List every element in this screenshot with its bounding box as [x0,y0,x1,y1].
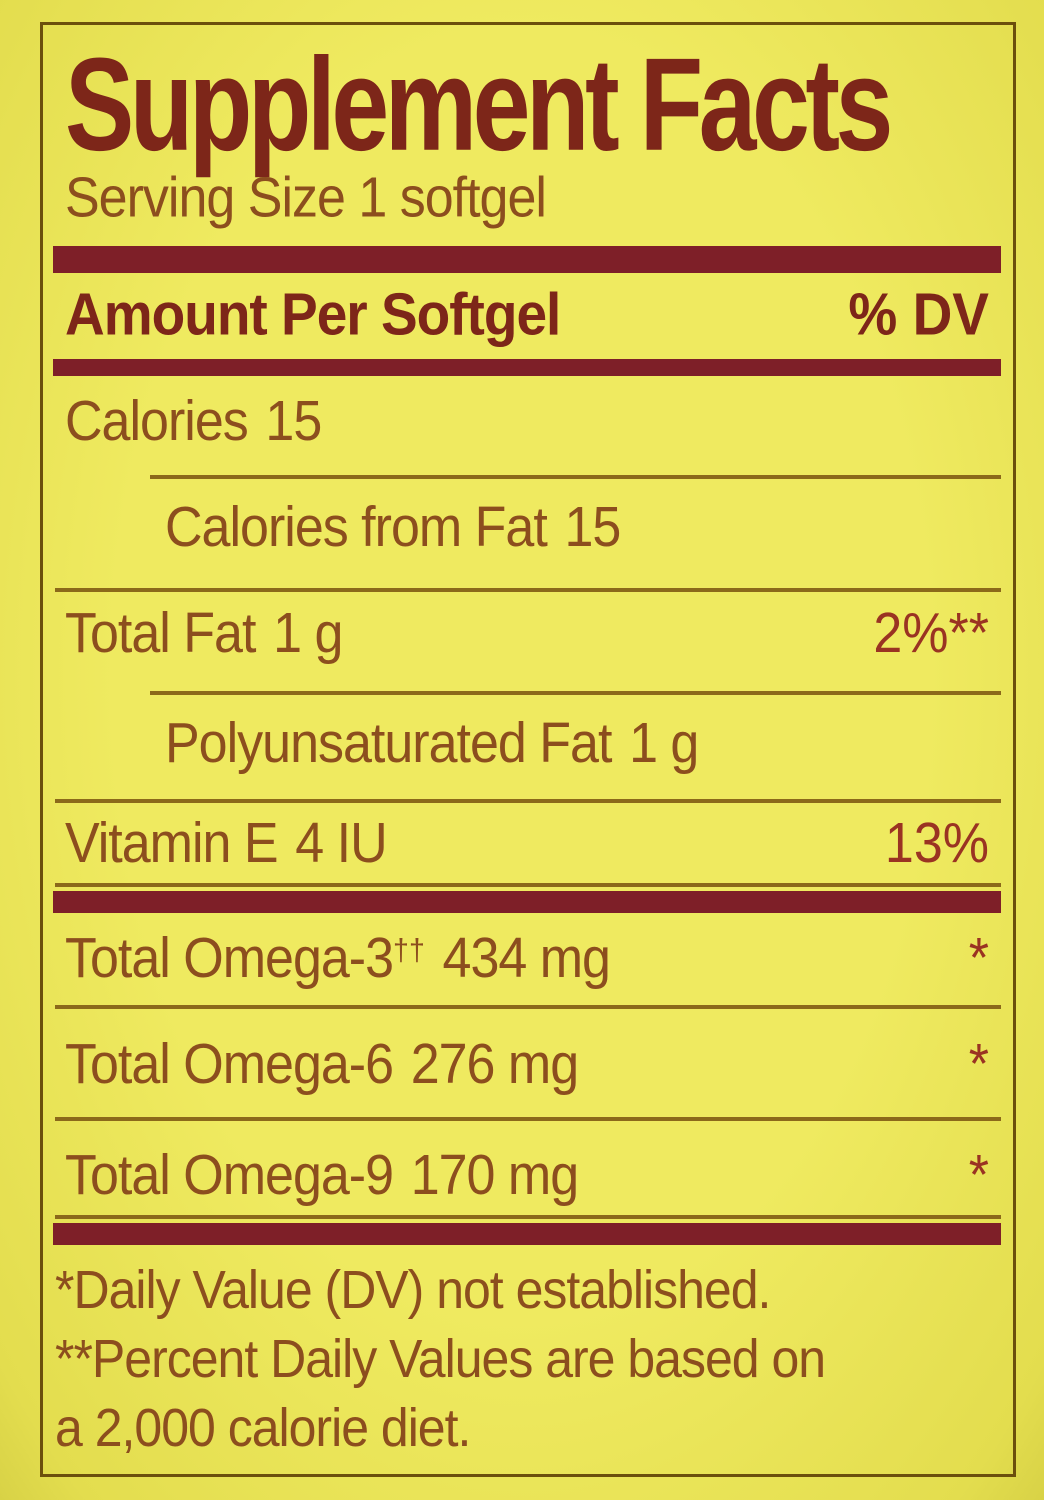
row-dv: 2%** [873,602,989,665]
row-text: Calories 15 [65,390,322,453]
footnotes: *Daily Value (DV) not established. **Per… [43,1255,1013,1462]
separator-indented [150,475,1001,479]
panel-title-text: Supplement Facts [65,31,893,179]
row-text: Polyunsaturated Fat 1 g [165,712,699,775]
footnote-percent-dv-line2: a 2,000 calorie diet. [55,1397,471,1459]
row-dv: 13% [884,812,989,875]
thick-bar-bottom [53,1223,1001,1245]
separator-full [55,1117,1001,1121]
column-header-amount: Amount Per Softgel [65,280,561,348]
nutrient-row-calories: Calories 15 [43,391,1013,460]
nutrient-row-omega-9: Total Omega-9 170 mg * [43,1145,1013,1214]
row-text: Calories from Fat 15 [165,496,621,559]
footnote-percent-dv-line1: **Percent Daily Values are based on [55,1328,826,1389]
separator-full [55,588,1001,592]
row-dv: * [968,927,989,990]
separator-full [55,883,1001,887]
separator-full [55,1215,1001,1219]
nutrient-row-polyunsaturated-fat: Polyunsaturated Fat 1 g [43,713,1013,782]
row-text: Total Fat 1 g [65,602,343,665]
header-bar [53,359,1001,376]
thick-bar-middle [53,891,1001,913]
footnote-dv-not-established: *Daily Value (DV) not established. [55,1259,771,1320]
supplement-facts-panel: Supplement Facts Serving Size 1 softgel … [40,22,1016,1477]
column-header-dv: % DV [848,280,989,348]
separator-full [55,1005,1001,1009]
separator-indented [150,691,1001,695]
thick-bar-top [53,246,1001,273]
nutrient-row-omega-6: Total Omega-6 276 mg * [43,1034,1013,1103]
column-header: Amount Per Softgel % DV [43,284,1013,344]
separator-full [55,799,1001,803]
row-dv: * [968,1144,989,1207]
nutrient-row-calories-from-fat: Calories from Fat 15 [43,497,1013,566]
row-text: Total Omega-3†† 434 mg [65,927,611,990]
panel-title: Supplement Facts [65,31,1001,179]
row-text: Total Omega-6 276 mg [65,1033,579,1096]
row-dv: * [968,1033,989,1096]
nutrient-row-omega-3: Total Omega-3†† 434 mg * [43,928,1013,997]
row-text: Total Omega-9 170 mg [65,1144,579,1207]
nutrient-row-total-fat: Total Fat 1 g 2%** [43,603,1013,672]
serving-size: Serving Size 1 softgel [65,166,547,230]
